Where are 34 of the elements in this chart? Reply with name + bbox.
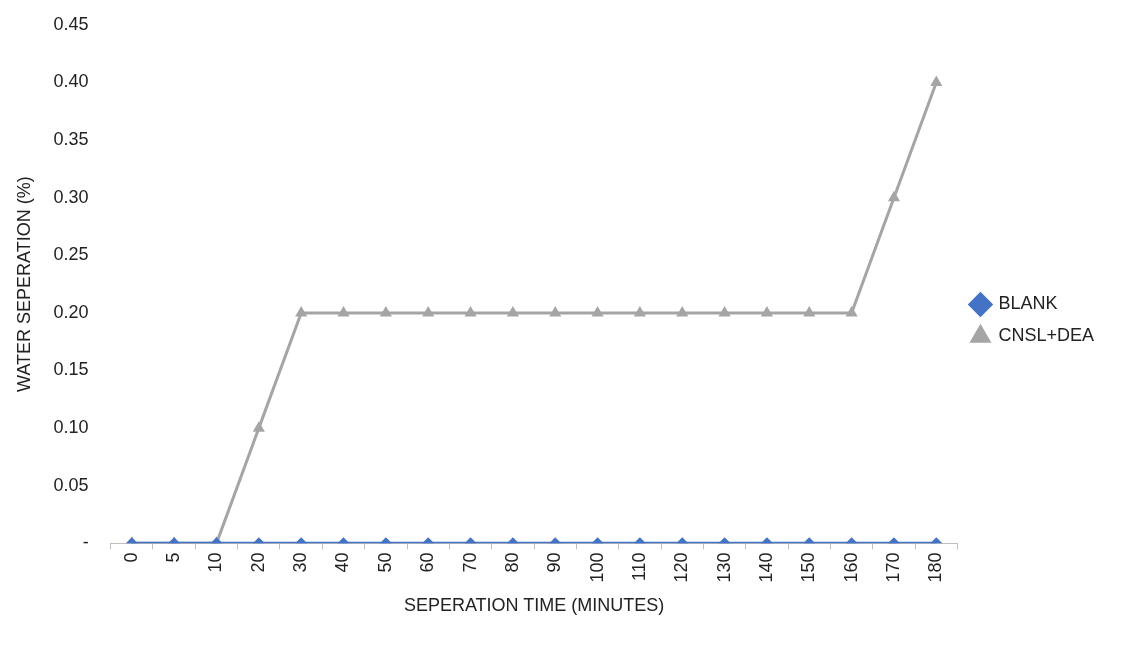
y-tick-label: 0.45 <box>53 13 89 34</box>
x-tick-label: 180 <box>925 552 946 583</box>
x-tick-label: 120 <box>671 552 692 583</box>
x-tick-label: 20 <box>247 552 268 573</box>
x-tick-label: 150 <box>798 552 819 583</box>
legend-label: BLANK <box>998 293 1058 314</box>
x-tick-label: 80 <box>501 552 522 573</box>
x-axis-title: SEPERATION TIME (MINUTES) <box>403 595 665 616</box>
x-tick-label: 60 <box>417 552 438 573</box>
x-tick-label: 0 <box>120 552 141 563</box>
x-tick-label: 170 <box>882 552 903 583</box>
x-tick-label: 30 <box>290 552 311 573</box>
y-tick-label: 0.30 <box>53 186 89 207</box>
x-tick-label: 160 <box>840 552 861 583</box>
y-tick-label: 0.25 <box>53 244 89 265</box>
x-tick-label: 5 <box>163 552 184 563</box>
y-tick-label: - <box>82 532 89 553</box>
legend-label: CNSL+DEA <box>998 325 1095 346</box>
x-tick-label: 140 <box>755 552 776 583</box>
y-tick-label: 0.05 <box>53 474 89 495</box>
y-tick-label: 0.15 <box>53 359 89 380</box>
y-axis-title: WATER SEPERATION (%) <box>13 176 34 392</box>
x-tick-label: 10 <box>205 552 226 573</box>
x-tick-label: 70 <box>459 552 480 573</box>
y-tick-label: 0.20 <box>53 301 89 322</box>
x-tick-label: 90 <box>544 552 565 573</box>
y-tick-label: 0.10 <box>53 417 89 438</box>
x-tick-label: 50 <box>374 552 395 573</box>
x-tick-label: 110 <box>628 552 649 582</box>
x-tick-label: 130 <box>713 552 734 583</box>
x-tick-label: 40 <box>332 552 353 573</box>
x-tick-label: 100 <box>586 552 607 583</box>
y-tick-label: 0.40 <box>53 71 89 92</box>
y-tick-label: 0.35 <box>53 129 89 150</box>
